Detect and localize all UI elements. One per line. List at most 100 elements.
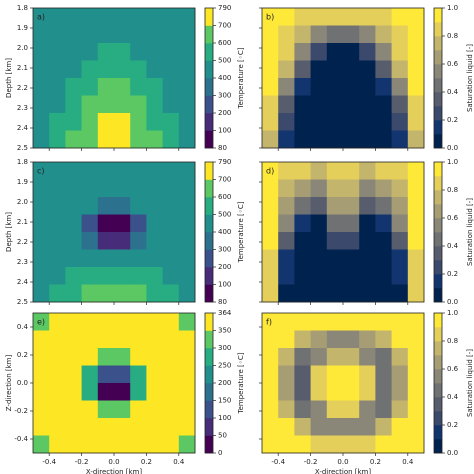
panel-label: a) (37, 13, 45, 22)
contour-cell (359, 383, 376, 401)
colorbar-tick-label: 200 (218, 263, 231, 271)
contour-cell (97, 60, 115, 79)
contour-cell (178, 95, 196, 114)
contour-cell (146, 330, 163, 349)
contour-cell (49, 400, 66, 419)
contour-cell (278, 313, 295, 331)
contour-cell (65, 313, 82, 331)
contour-cell (407, 130, 425, 149)
contour-cell (294, 130, 311, 149)
contour-cell (391, 348, 409, 366)
contour-cell (114, 348, 131, 366)
contour-cell (375, 162, 392, 180)
contour-cell (294, 60, 311, 79)
contour-cell (278, 284, 295, 303)
colorbar-band (434, 92, 442, 107)
contour-cell (114, 179, 131, 198)
contour-cell (114, 365, 131, 384)
contour-cell (33, 113, 50, 131)
contour-cell (262, 197, 279, 215)
contour-cell (326, 348, 344, 366)
contour-cell (114, 435, 131, 454)
y-tick-label: 2.1 (17, 64, 28, 72)
contour-cell (278, 25, 295, 44)
contour-cell (114, 400, 131, 419)
contour-cell (162, 60, 180, 79)
contour-cell (278, 267, 295, 285)
colorbar-band (434, 50, 442, 65)
contour-cell (359, 95, 376, 114)
contour-cell (326, 400, 344, 419)
contour-cell (97, 179, 115, 198)
contour-cell (310, 95, 328, 114)
contour-cell (407, 113, 425, 131)
contour-cell (310, 400, 328, 419)
contour-cell (262, 400, 279, 419)
colorbar-tick-label: 400 (218, 228, 231, 236)
colorbar-label: Saturation liquid [-] (466, 44, 474, 112)
contour-cell (178, 232, 196, 250)
contour-cell (262, 365, 279, 384)
contour-cell (97, 214, 115, 233)
contour-cell (162, 284, 180, 303)
contour-cell (178, 435, 196, 454)
colorbar-band (205, 162, 213, 180)
contour-cell (343, 43, 360, 61)
colorbar-band (434, 36, 442, 51)
contour-cell (407, 43, 425, 61)
x-tick-label: -0.4 (271, 458, 285, 466)
contour-cell (49, 232, 66, 250)
contour-cell (33, 60, 50, 79)
contour-cell (162, 214, 180, 233)
contour-cell (310, 330, 328, 349)
contour-cell (81, 313, 99, 331)
contour-cell (65, 8, 82, 26)
contour-cell (162, 130, 180, 149)
contour-cell (359, 313, 376, 331)
y-tick-label: 0.0 (17, 379, 28, 387)
colorbar-band (434, 246, 442, 261)
contour-cell (114, 313, 131, 331)
contour-cell (162, 179, 180, 198)
x-tick-label: 0.0 (337, 458, 348, 466)
y-tick-label: 2.2 (17, 84, 28, 92)
colorbar-tick-label: 0.4 (447, 393, 459, 401)
contour-cell (146, 162, 163, 180)
contour-cell (97, 43, 115, 61)
contour-cell (310, 348, 328, 366)
contour-cell (262, 60, 279, 79)
colorbar-band (205, 313, 213, 331)
contour-cell (65, 267, 82, 285)
contour-cell (391, 214, 409, 233)
colorbar-tick-label: 0.2 (447, 270, 458, 278)
contour-cell (33, 95, 50, 114)
contour-cell (146, 313, 163, 331)
contour-cell (262, 348, 279, 366)
colorbar-tick-label: 50 (218, 432, 227, 440)
contour-cell (326, 113, 344, 131)
colorbar-band (434, 204, 442, 219)
contour-cell (407, 214, 425, 233)
contour-cell (178, 197, 196, 215)
colorbar-band (434, 260, 442, 275)
contour-cell (310, 130, 328, 149)
y-tick-label: 0.4 (17, 323, 29, 331)
y-axis-label: Depth [km] (5, 58, 13, 98)
contour-cell (114, 113, 131, 131)
contour-cell (33, 179, 50, 198)
contour-cell (343, 249, 360, 268)
contour-cell (359, 267, 376, 285)
contour-cell (146, 95, 163, 114)
contour-cell (114, 78, 131, 96)
contour-cell (326, 267, 344, 285)
contour-cell (326, 130, 344, 149)
contour-cell (146, 365, 163, 384)
contour-cell (65, 214, 82, 233)
colorbar-label: Temperature [◦C] (237, 352, 245, 414)
contour-cell (81, 113, 99, 131)
contour-cell (326, 43, 344, 61)
contour-cell (407, 197, 425, 215)
contour-cell (294, 25, 311, 44)
contour-cell (407, 60, 425, 79)
